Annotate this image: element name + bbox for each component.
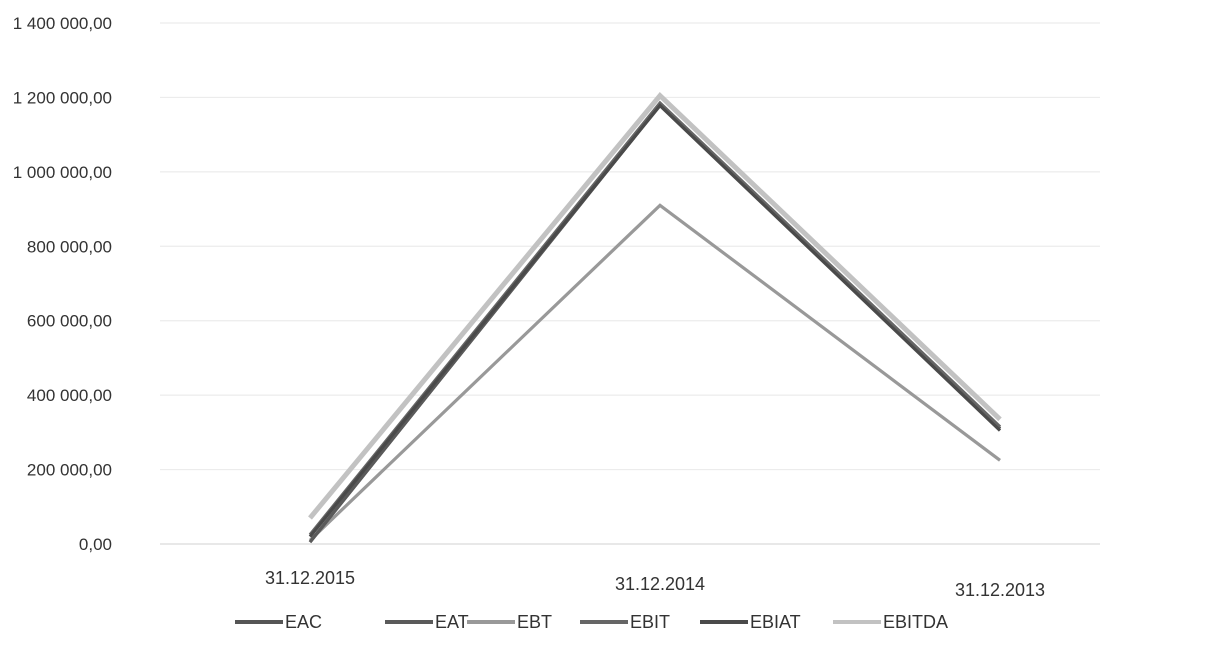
y-tick-label: 600 000,00: [27, 312, 112, 331]
legend-label: EAC: [285, 612, 322, 632]
legend-label: EAT: [435, 612, 469, 632]
y-axis: 0,00 200 000,00 400 000,00 600 000,00 800 00…: [13, 14, 112, 554]
gridlines: [160, 22, 1100, 545]
x-tick-label: 31.12.2015: [265, 568, 355, 588]
series-line-ebt: [308, 203, 1001, 542]
legend-label: EBIT: [630, 612, 670, 632]
y-tick-label: 1 200 000,00: [13, 88, 112, 107]
legend-label: EBITDA: [883, 612, 948, 632]
x-axis: 31.12.2015 31.12.2014 31.12.2013: [265, 568, 1045, 600]
y-tick-label: 1 400 000,00: [13, 14, 112, 33]
legend-label: EBT: [517, 612, 552, 632]
y-tick-label: 800 000,00: [27, 237, 112, 256]
x-tick-label: 31.12.2014: [615, 574, 705, 594]
y-tick-label: 200 000,00: [27, 461, 112, 480]
series-line-ebiat: [308, 103, 1002, 538]
y-tick-label: 0,00: [79, 535, 112, 554]
series-lines: [308, 91, 1002, 544]
y-tick-label: 400 000,00: [27, 386, 112, 405]
legend-label: EBIAT: [750, 612, 801, 632]
x-tick-label: 31.12.2013: [955, 580, 1045, 600]
legend: EAC EAT EBT EBIT EBIAT EBITDA: [235, 612, 948, 632]
series-line-ebitda: [308, 91, 1002, 520]
y-tick-label: 1 000 000,00: [13, 163, 112, 182]
